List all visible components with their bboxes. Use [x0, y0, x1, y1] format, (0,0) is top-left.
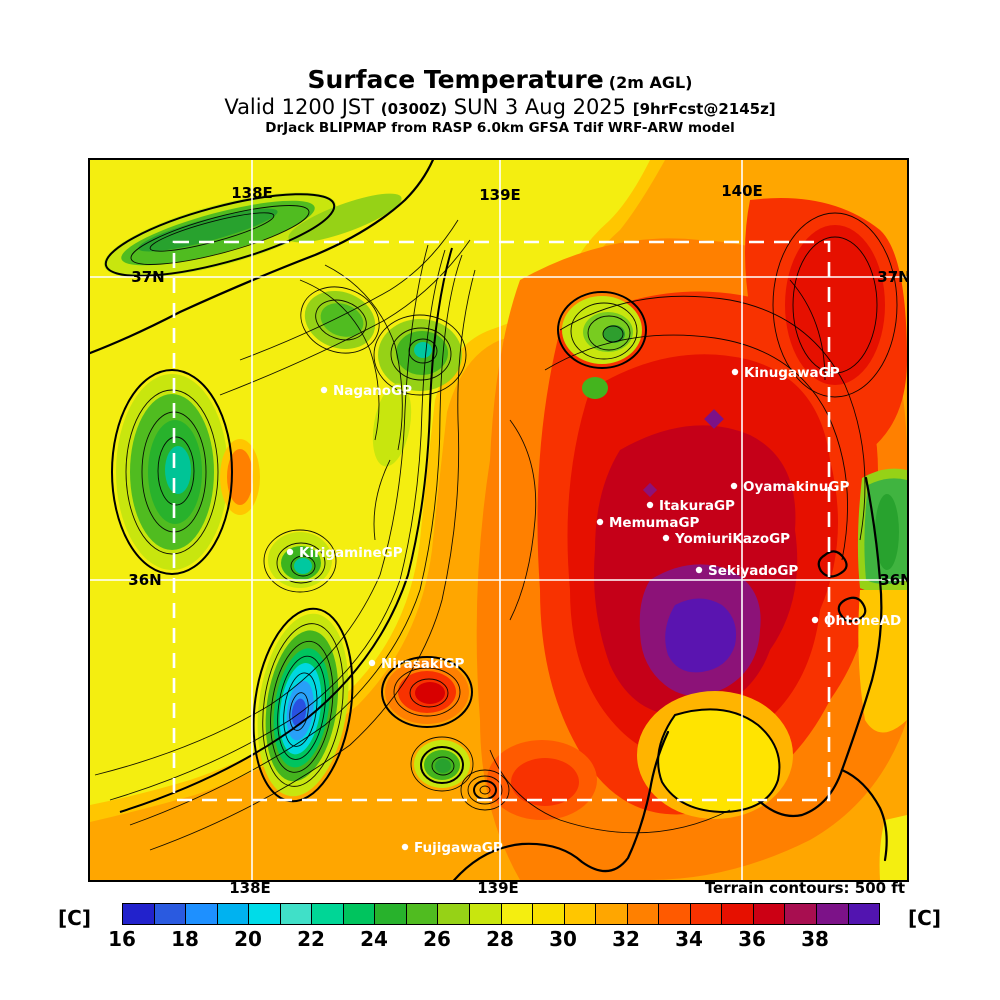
colorbar-segment [280, 904, 313, 924]
temperature-map[interactable]: 138E 139E 140E 37N 37N 36N 36N NaganoGP Kinugaw… [90, 160, 907, 880]
meridian-label: 138E [231, 184, 273, 202]
meridian-label: 140E [721, 182, 763, 200]
colorbar-segment [154, 904, 187, 924]
colorbar-segment [501, 904, 534, 924]
station-label: SekiyadoGP [708, 563, 798, 579]
page-title: Surface Temperature (2m AGL) [0, 65, 1000, 95]
title-text: Surface Temperature [307, 65, 604, 94]
colorbar-tick-label: 30 [549, 927, 577, 951]
colorbar-tick-label: 22 [297, 927, 325, 951]
colorbar-unit-left: [C] [58, 906, 91, 930]
station-marker[interactable] [730, 482, 738, 490]
station-label: ItakuraGP [659, 498, 735, 514]
inner-domain-box [172, 240, 831, 802]
colorbar-tick-label: 18 [171, 927, 199, 951]
station-marker[interactable] [731, 368, 739, 376]
colorbar-segment [627, 904, 660, 924]
colorbar-segment [690, 904, 723, 924]
station-label: NirasakiGP [381, 656, 465, 672]
station-label: KirigamineGP [299, 545, 403, 561]
station-label: MemumaGP [609, 515, 700, 531]
colorbar-segment [753, 904, 786, 924]
colorbar-segment [785, 904, 818, 924]
colorbar-tick-label: 24 [360, 927, 388, 951]
station-markers: NaganoGP KinugawaGP OyamakinuGP ItakuraGPMe… [286, 365, 901, 856]
colorbar-tick-label: 38 [801, 927, 829, 951]
temperature-colorbar [122, 903, 880, 925]
temperature-field [90, 160, 907, 880]
colorbar-segment [438, 904, 471, 924]
colorbar-segment [533, 904, 565, 924]
colorbar-unit-right: [C] [908, 906, 941, 930]
parallel-label-left: 36N [128, 571, 161, 589]
meridian-label: 139E [479, 186, 521, 204]
station-marker[interactable] [695, 566, 703, 574]
map-header: Surface Temperature (2m AGL) Valid 1200 … [0, 65, 1000, 136]
valid-time-line: Valid 1200 JST (0300Z) SUN 3 Aug 2025 [9… [0, 95, 1000, 119]
station-label: OhtoneAD [824, 613, 901, 629]
station-label: OyamakinuGP [743, 479, 849, 495]
colorbar-segment [848, 904, 880, 924]
map-frame: 138E 139E 140E 37N 37N 36N 36N NaganoGP Kinugaw… [88, 158, 909, 882]
latlon-grid [90, 160, 907, 880]
colorbar-segment [312, 904, 344, 924]
station-label: KinugawaGP [744, 365, 840, 381]
colorbar-segment [596, 904, 628, 924]
colorbar-tick-label: 36 [738, 927, 766, 951]
colorbar-tick-label: 26 [423, 927, 451, 951]
title-suffix: (2m AGL) [608, 73, 693, 92]
station-marker[interactable] [811, 616, 819, 624]
station-marker[interactable] [401, 843, 409, 851]
colorbar-segment [817, 904, 849, 924]
colorbar-segment [722, 904, 754, 924]
colorbar-tick-label: 34 [675, 927, 703, 951]
colorbar-segment [249, 904, 281, 924]
station-label: NaganoGP [333, 383, 412, 399]
colorbar-segment [375, 904, 407, 924]
colorbar-segment [564, 904, 597, 924]
valid-forecast-ref: [9hrFcst@2145z] [632, 99, 776, 118]
model-line: DrJack BLIPMAP from RASP 6.0km GFSA Tdif… [265, 119, 735, 136]
station-label: FujigawaGP [414, 840, 503, 856]
colorbar-segment [217, 904, 250, 924]
terrain-contours-note: Terrain contours: 500 ft [704, 879, 905, 897]
coastlines [90, 160, 888, 880]
station-marker[interactable] [596, 518, 604, 526]
colorbar-tick-label: 28 [486, 927, 514, 951]
station-label: YomiuriKazoGP [674, 531, 790, 547]
colorbar-segment [659, 904, 691, 924]
colorbar-segment [406, 904, 439, 924]
colorbar-tick-label: 32 [612, 927, 640, 951]
colorbar-tick-label: 20 [234, 927, 262, 951]
valid-prefix: Valid 1200 JST [224, 94, 381, 119]
parallel-label-right: 37N [877, 268, 907, 286]
geo-labels: 138E 139E 140E 37N 37N 36N 36N [128, 182, 907, 589]
parallel-label-right: 36N [879, 571, 907, 589]
valid-date: SUN 3 Aug 2025 [447, 94, 633, 119]
colorbar-segment [123, 904, 155, 924]
bottom-meridian-label: 138E [229, 879, 271, 897]
colorbar-segment [186, 904, 218, 924]
colorbar-tick-label: 16 [108, 927, 136, 951]
station-marker[interactable] [286, 548, 294, 556]
station-marker[interactable] [646, 501, 654, 509]
station-marker[interactable] [368, 659, 376, 667]
station-marker[interactable] [662, 534, 670, 542]
colorbar-segment [470, 904, 502, 924]
station-marker[interactable] [320, 386, 328, 394]
bottom-meridian-label: 139E [477, 879, 519, 897]
colorbar-segment [343, 904, 376, 924]
valid-utc: (0300Z) [380, 99, 448, 118]
parallel-label-left: 37N [131, 268, 164, 286]
